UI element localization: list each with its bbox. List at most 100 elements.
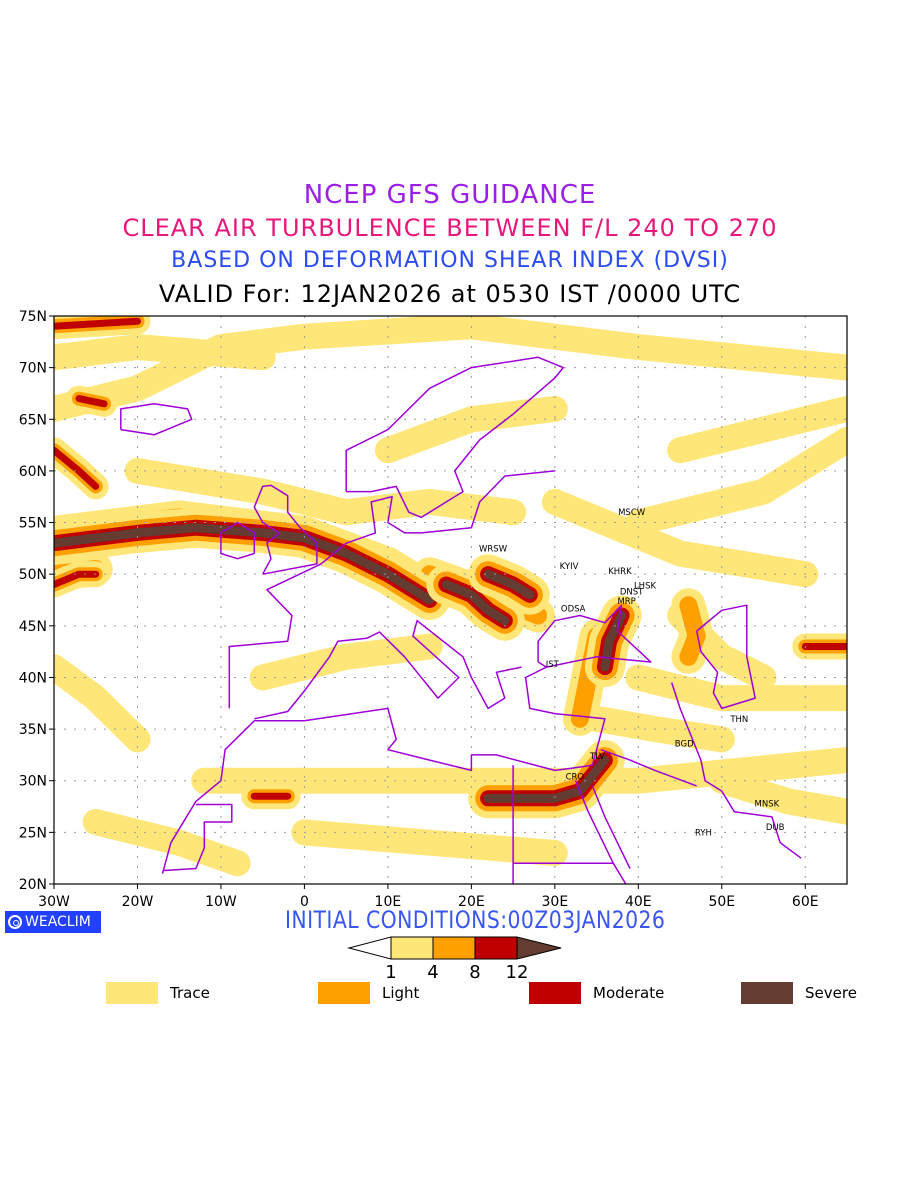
boundary-caspian-sea <box>695 604 756 710</box>
colorbar-segment <box>432 936 476 960</box>
x-tick-label: 50E <box>708 894 735 910</box>
turbulence-trace <box>667 395 847 464</box>
title-line-1: NCEP GFS GUIDANCE <box>303 180 597 210</box>
boundary-europe-coast <box>228 470 555 709</box>
turbulence-trace <box>374 395 568 464</box>
city-label-dnst: DNST <box>620 588 644 598</box>
boundary-mediterranean-north <box>254 619 522 720</box>
boundary-levant-border <box>600 748 697 787</box>
boundary-great-britain <box>253 484 318 575</box>
colorbar-segment <box>474 936 518 960</box>
turbulence-trace <box>625 664 847 712</box>
colorbar-over-arrow <box>516 936 562 960</box>
city-label-mscw: MSCW <box>618 508 646 518</box>
boundaries-layer <box>120 356 802 884</box>
title-line-2: CLEAR AIR TURBULENCE BETWEEN F/L 240 TO … <box>122 214 778 242</box>
y-tick-label: 20N <box>19 877 47 893</box>
y-tick-label: 55N <box>19 516 47 532</box>
x-tick-label: 30E <box>542 894 569 910</box>
legend-trace: Trace <box>106 982 210 1004</box>
city-label-cro: CRO <box>566 773 585 783</box>
y-tick-label: 25N <box>19 825 47 841</box>
axes: 30W 20W 10W 0 10E 20E 30E 40E 50E 60E 20N 25N 30N 35N… <box>19 309 819 910</box>
city-label-bgd: BGD <box>675 740 694 750</box>
city-label-wrsw: WRSW <box>479 544 508 554</box>
x-tick-label: 20W <box>122 894 154 910</box>
boundary-arabia-gulf <box>704 780 802 859</box>
legend-severe: Severe <box>741 982 857 1004</box>
legend-label: Trace <box>170 984 210 1002</box>
colorbar-under-arrow <box>347 936 392 960</box>
colorbar-tick-label: 8 <box>469 962 480 983</box>
turbulence-trace <box>625 426 847 536</box>
legend-label: Moderate <box>593 984 665 1002</box>
x-tick-label: 40E <box>625 894 652 910</box>
legend-swatch <box>318 982 370 1004</box>
legend-swatch <box>529 982 581 1004</box>
turbulence-trace <box>54 334 276 371</box>
city-label-ist: IST <box>546 660 560 670</box>
turbulence-trace <box>191 747 847 794</box>
turbulence-moderate <box>54 317 141 330</box>
turbulence-moderate <box>54 446 100 490</box>
turbulence-severe <box>441 580 510 626</box>
colorbar-tick-label: 12 <box>506 962 529 983</box>
x-tick-label: 10W <box>205 894 237 910</box>
city-label-tlv: TLV <box>589 752 605 762</box>
city-label-odsa: ODSA <box>561 604 586 614</box>
turbulence-severe <box>600 611 627 672</box>
y-tick-label: 50N <box>19 567 47 583</box>
grid-lines <box>54 316 847 884</box>
turbulence-trace <box>124 457 527 526</box>
x-tick-label: 30W <box>38 894 70 910</box>
y-tick-label: 40N <box>19 670 47 686</box>
legend-moderate: Moderate <box>529 982 664 1004</box>
colorbar-tick-label: 4 <box>427 962 438 983</box>
colorbar-segment <box>390 936 434 960</box>
colorbar: 1 4 8 12 <box>347 936 562 983</box>
boundary-black-sea <box>537 604 652 668</box>
turbulence-trace <box>54 654 151 753</box>
legend-label: Severe <box>805 984 857 1002</box>
y-tick-label: 30N <box>19 774 47 790</box>
x-tick-label: 0 <box>300 894 309 910</box>
valid-time: VALID For: 12JAN2026 at 0530 IST /0000 U… <box>158 280 742 308</box>
turbulence-trace <box>541 488 819 588</box>
city-label-khrk: KHRK <box>608 567 632 577</box>
city-label-dub: DUB <box>766 823 785 833</box>
legend-swatch <box>741 982 793 1004</box>
city-label-thn: THN <box>729 715 748 725</box>
boundary-iceland <box>120 403 193 436</box>
turbulence-severe <box>483 569 535 600</box>
title-line-3: BASED ON DEFORMATION SHEAR INDEX (DVSI) <box>171 248 729 273</box>
boundary-red-sea-east <box>591 785 631 869</box>
turbulence-moderate <box>54 570 100 588</box>
boundary-ireland <box>220 521 256 560</box>
map-frame <box>53 315 848 885</box>
x-tick-label: 60E <box>792 894 819 910</box>
colorbar-tick-label: 1 <box>385 962 396 983</box>
city-label-lhsk: LHSK <box>634 582 657 592</box>
boundary-iran-border <box>670 682 706 781</box>
x-tick-label: 20E <box>458 894 485 910</box>
legend-light: Light <box>318 982 419 1004</box>
city-label-kyiv: KYIV <box>560 562 579 572</box>
y-tick-label: 75N <box>19 309 47 325</box>
boundary-scandinavia <box>345 356 564 519</box>
boundary-w-sahara-border <box>162 803 233 872</box>
turbulence-trace <box>249 633 443 691</box>
turbulence-light <box>679 596 706 666</box>
y-tick-label: 45N <box>19 619 47 635</box>
y-tick-label: 70N <box>19 361 47 377</box>
boundary-africa-north <box>161 666 606 874</box>
legend-swatch <box>106 982 158 1004</box>
city-label-mrp: MRP <box>617 597 635 607</box>
y-tick-label: 35N <box>19 722 47 738</box>
initial-conditions: INITIAL CONDITIONS:00Z03JAN2026 <box>284 906 666 934</box>
turbulence-trace <box>708 767 847 825</box>
legend-label: Light <box>382 984 420 1002</box>
logo-text: WEACLIM <box>25 914 91 930</box>
weaclim-logo: WEACLIM <box>5 911 101 933</box>
